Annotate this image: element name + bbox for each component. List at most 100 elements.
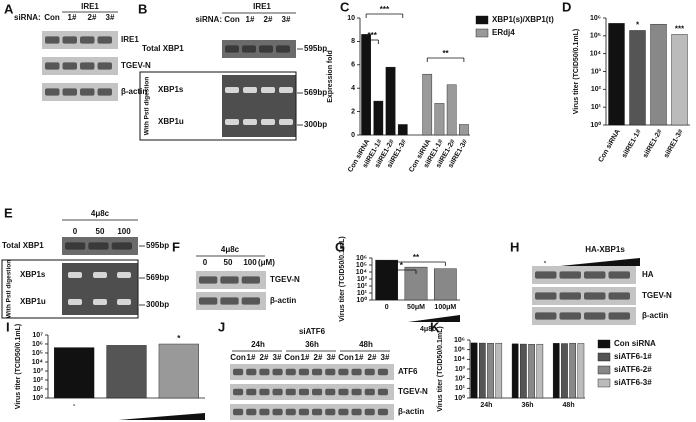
label: siIRE1-1# [621, 128, 643, 159]
bar [608, 23, 625, 126]
label: 3# [106, 13, 115, 22]
label: 2# [368, 353, 377, 362]
label: B [138, 1, 147, 16]
legend-swatch [597, 352, 611, 362]
band [351, 388, 362, 396]
band [377, 388, 388, 396]
label: * [400, 261, 404, 270]
label: ATF6 [398, 367, 418, 376]
label: 10⁵ [356, 262, 367, 269]
band [68, 272, 82, 278]
label: siIRE1-2# [642, 128, 664, 159]
label: ERdj4 [492, 28, 515, 37]
label: TGEV-N [642, 291, 672, 300]
band [243, 87, 257, 93]
band [285, 368, 296, 376]
bar [569, 342, 576, 399]
label: 10⁴ [356, 269, 368, 276]
label: Virus titer (TCID50/0.1mL) [339, 236, 346, 321]
label: siATF6-3# [614, 378, 652, 387]
label: β-actin [121, 87, 147, 96]
band [97, 88, 112, 96]
bar [54, 347, 95, 399]
label: 48h [563, 402, 575, 409]
label: 10⁴ [590, 51, 602, 58]
label: 24h [251, 340, 265, 349]
label: 10¹ [591, 104, 602, 111]
band [535, 312, 557, 320]
blot-bg [62, 237, 138, 255]
band [608, 292, 630, 300]
label: * [636, 21, 640, 30]
label: 300bp [146, 300, 169, 309]
band [117, 299, 131, 305]
label: 3# [273, 353, 282, 362]
label: *** [368, 31, 378, 40]
label: XBP1u [20, 297, 46, 306]
label: siATF6 [299, 327, 326, 336]
label: 595bp [304, 44, 327, 53]
bar [470, 342, 478, 399]
bar [528, 344, 535, 399]
band [559, 292, 581, 300]
label: Total XBP1 [2, 241, 44, 250]
band [261, 87, 275, 93]
label: siATF6-1# [614, 352, 652, 361]
label: 10⁵ [590, 33, 601, 40]
band [298, 408, 309, 416]
label: 10⁶ [32, 341, 43, 348]
label: 4μ8c [221, 245, 240, 254]
band [62, 62, 77, 70]
band [241, 276, 260, 284]
label: 3# [327, 353, 336, 362]
label: 300bp [304, 120, 327, 129]
label: 24h [480, 402, 492, 409]
bar [434, 103, 445, 136]
bar [375, 259, 399, 301]
bar [561, 343, 568, 399]
label: 4μ8c [420, 326, 436, 333]
label: 10 [347, 15, 355, 22]
band [93, 272, 107, 278]
label: 0 [73, 227, 78, 236]
label: 10⁰ [356, 296, 367, 304]
band [45, 62, 60, 70]
label: 1# [246, 15, 255, 24]
label: K [430, 319, 440, 334]
band [68, 299, 82, 305]
band [259, 408, 270, 416]
label: 10⁰ [590, 121, 601, 129]
band [246, 368, 257, 376]
label: 10³ [33, 368, 44, 375]
bar [433, 268, 457, 301]
label: 100 [117, 227, 131, 236]
band [325, 408, 336, 416]
band [259, 388, 270, 396]
label: Con [230, 353, 246, 362]
label: 10⁵ [32, 350, 43, 357]
label: TGEV-N [121, 61, 151, 70]
band [246, 388, 257, 396]
label: 36h [521, 402, 533, 409]
label: 10¹ [33, 386, 44, 393]
label: 595bp [146, 241, 169, 250]
label: ** [413, 253, 420, 262]
bar [650, 23, 667, 126]
band [325, 368, 336, 376]
label: I [6, 319, 10, 334]
band [338, 408, 349, 416]
band [351, 408, 362, 416]
bar [511, 343, 519, 399]
band [233, 408, 244, 416]
band [559, 271, 581, 279]
band [285, 408, 296, 416]
band [584, 271, 606, 279]
band [377, 408, 388, 416]
label: 10⁶ [590, 15, 601, 22]
band [45, 36, 60, 44]
label: 0 [385, 304, 389, 311]
band [45, 88, 60, 96]
band [338, 388, 349, 396]
label: 100μM [434, 304, 456, 311]
label: 10⁵ [454, 347, 465, 354]
